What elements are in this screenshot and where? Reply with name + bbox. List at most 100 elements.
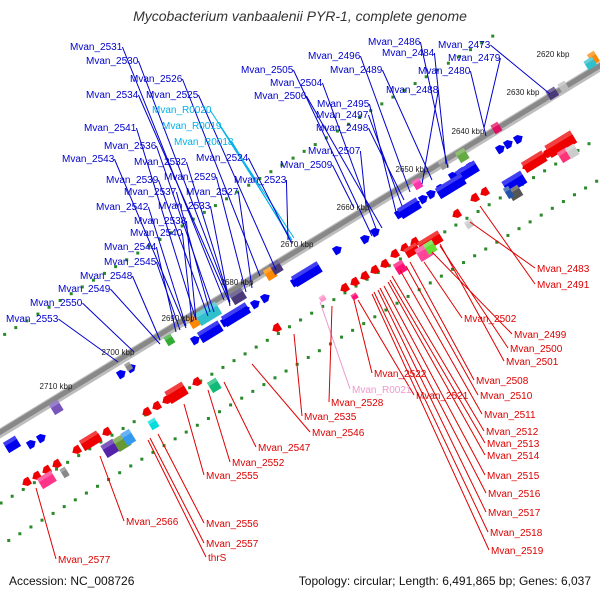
gene-box-highlight: [544, 130, 573, 151]
gene-box-shape: [583, 56, 598, 71]
gene-box-shape: [2, 435, 22, 454]
leader-line: [197, 94, 277, 271]
gene-box-shape: [411, 177, 424, 191]
tick-dot: [284, 369, 288, 373]
reverse-gene-label: Mvan_2566: [126, 517, 179, 528]
forward-gene-arrow: [359, 235, 370, 245]
tick-dot: [199, 379, 203, 383]
reverse-gene-arrow: [102, 426, 113, 436]
leader-line: [35, 487, 57, 560]
tick-dot: [362, 322, 366, 326]
tick-dot: [118, 471, 122, 475]
gene-box-highlight: [454, 160, 476, 176]
gene-arrow-shape: [370, 264, 381, 274]
gene-box-shape: [268, 259, 284, 276]
tick-dot: [321, 304, 325, 308]
reverse-gene-label: Mvan_2518: [490, 528, 543, 539]
reverse-gene-label: Mvan_R0021: [352, 385, 412, 396]
reverse-gene-arrow: [380, 258, 391, 268]
forward-gene-label: Mvan_2545: [104, 257, 157, 268]
tick-dot: [576, 148, 580, 152]
forward-colored-block: [123, 361, 134, 372]
leader-line: [147, 206, 187, 327]
gene-box-shape: [396, 197, 422, 220]
tick-dot: [84, 491, 88, 495]
leader-line: [155, 145, 215, 313]
kbp-tick-label: 2700 kbp: [102, 348, 135, 357]
tick-dot: [91, 278, 95, 282]
tick-dot: [539, 213, 543, 217]
tick-dot: [258, 176, 262, 180]
gene-box-highlight: [520, 150, 544, 167]
forward-gene-label: Mvan_R0019: [162, 121, 222, 132]
forward-gene-label: Mvan_2523: [234, 175, 287, 186]
gene-box-highlight: [454, 147, 466, 157]
leader-line: [389, 279, 486, 444]
leader-line: [147, 439, 207, 558]
gene-box-shape: [454, 147, 470, 164]
forward-gene-arrow: [369, 228, 380, 238]
forward-gene-arrow: [331, 246, 342, 256]
leader-line: [305, 95, 383, 229]
reverse-gene-label: Mvan_2556: [206, 519, 259, 530]
leader-line: [367, 127, 405, 201]
kbp-tick-label: 2640 kbp: [452, 127, 485, 136]
reverse-colored-block: [59, 466, 70, 479]
forward-colored-block: [490, 121, 503, 135]
gene-box-shape: [463, 218, 475, 230]
label-leader-lines: [35, 41, 551, 560]
gene-box-shape: [36, 470, 57, 490]
tick-dot: [291, 156, 295, 160]
reverse-gene-label: Mvan_2513: [487, 439, 540, 450]
leader-line: [379, 287, 487, 494]
leader-line: [292, 69, 373, 237]
topology-text: Topology: circular; Length: 6,491,865 bp…: [298, 574, 591, 588]
tick-dot: [402, 88, 406, 92]
gene-box-highlight: [502, 185, 511, 193]
tick-dot: [317, 349, 321, 353]
forward-gene-block: [434, 173, 467, 200]
leader-line: [157, 433, 205, 524]
forward-gene-arrow: [249, 300, 260, 310]
gene-box-shape: [545, 86, 560, 101]
leader-line: [328, 305, 333, 403]
forward-gene-label: Mvan_2532: [134, 157, 187, 168]
gene-arrow-shape: [360, 270, 371, 280]
kbp-tick-label: 2630 kbp: [507, 88, 540, 97]
tick-dot: [324, 136, 328, 140]
tick-dot: [343, 291, 347, 295]
reverse-colored-block: [147, 417, 160, 431]
reverse-gene-arrow: [452, 208, 463, 218]
forward-gene-label: Mvan_2543: [62, 154, 115, 165]
gene-box-shape: [437, 157, 450, 171]
reverse-colored-block: [120, 428, 137, 446]
gene-box-shape: [586, 50, 600, 66]
gene-arrow-shape: [502, 140, 513, 150]
gene-box-highlight: [501, 170, 523, 187]
tick-dot: [299, 318, 303, 322]
forward-gene-label: Mvan_2504: [270, 78, 323, 89]
leader-line: [399, 269, 483, 415]
kbp-tick-label: 2710 kbp: [40, 382, 73, 391]
forward-gene-label: Mvan_2548: [80, 271, 133, 282]
leader-line: [433, 52, 447, 165]
tick-dot: [269, 170, 273, 174]
leader-line: [431, 251, 513, 335]
tick-dot: [173, 437, 177, 441]
leader-line: [237, 191, 253, 289]
forward-gene-label: Mvan_R0018: [174, 137, 234, 148]
tick-dot: [424, 75, 428, 79]
tick-dot: [3, 332, 7, 336]
tick-dot: [532, 176, 536, 180]
leader-line: [137, 60, 229, 297]
reverse-gene-arrow: [360, 270, 371, 280]
tick-dot: [210, 372, 214, 376]
tick-dot: [58, 298, 62, 302]
leader-line: [181, 232, 193, 323]
tick-dot: [428, 281, 432, 285]
tick-dot: [595, 179, 599, 183]
forward-colored-block: [163, 333, 176, 347]
forward-gene-block: [290, 261, 323, 288]
reverse-gene-arrow: [72, 444, 83, 454]
